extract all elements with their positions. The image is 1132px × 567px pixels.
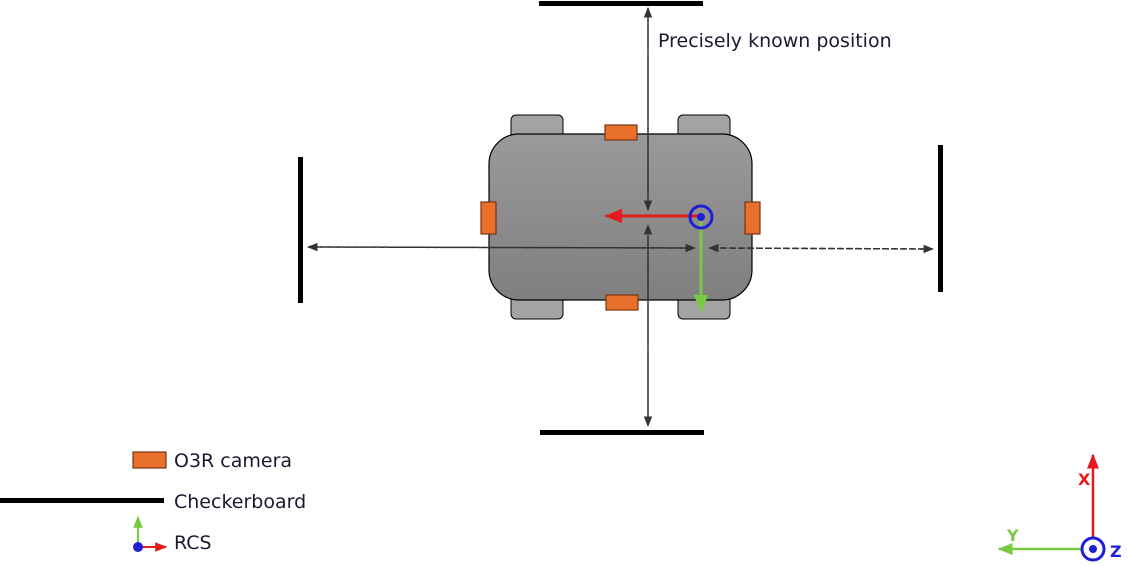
z-axis-dot xyxy=(1089,545,1097,553)
y-axis-label: Y xyxy=(1006,526,1019,545)
z-axis-out-of-page-icon xyxy=(1080,536,1106,562)
checkerboard-bottom xyxy=(540,430,704,435)
distance-arrow-right xyxy=(719,244,935,254)
legend-camera-label: O3R camera xyxy=(174,450,292,472)
x-axis-label: X xyxy=(1078,470,1091,489)
camera-icon xyxy=(132,451,167,469)
z-axis-label: Z xyxy=(1110,542,1122,561)
camera-rear xyxy=(605,294,639,311)
robot-coordinate-system xyxy=(604,204,714,313)
checkerboard-icon xyxy=(0,498,164,503)
camera-right xyxy=(744,201,761,235)
rcs-origin-dot xyxy=(697,213,705,221)
camera-left xyxy=(480,201,497,235)
rcs-z-axis-ring xyxy=(688,204,714,230)
rcs-axes-icon xyxy=(133,515,168,552)
legend: O3R camera Checkerboard RCS xyxy=(0,450,306,554)
axes-key: X Y Z xyxy=(997,453,1122,562)
checkerboard-right xyxy=(938,145,943,292)
distance-arrow-right-to-center xyxy=(707,243,926,253)
camera-front xyxy=(604,124,638,141)
legend-rcs-label: RCS xyxy=(174,532,212,554)
precise-position-label: Precisely known position xyxy=(658,30,892,52)
legend-checkerboard-label: Checkerboard xyxy=(174,491,306,513)
checkerboard-left xyxy=(298,157,303,303)
checkerboard-top xyxy=(539,1,703,6)
